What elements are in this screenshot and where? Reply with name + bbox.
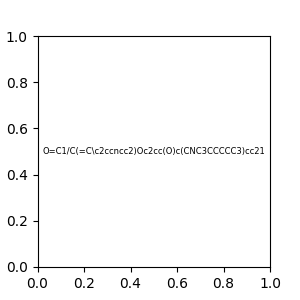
Text: O=C1/C(=C\c2ccncc2)Oc2cc(O)c(CNC3CCCCC3)cc21: O=C1/C(=C\c2ccncc2)Oc2cc(O)c(CNC3CCCCC3)… (42, 147, 265, 156)
